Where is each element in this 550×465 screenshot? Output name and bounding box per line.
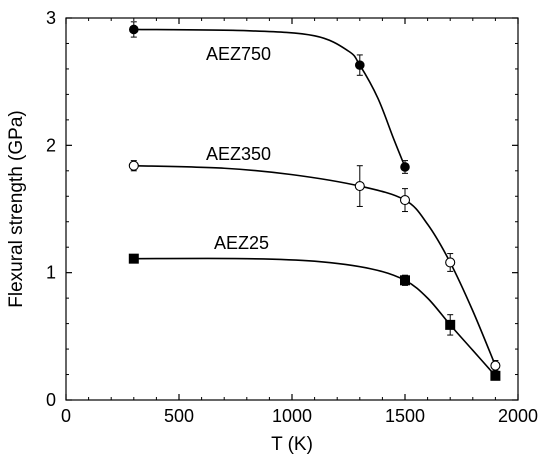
data-point-aez350 [445,257,456,268]
series-label-aez25: AEZ25 [214,233,269,253]
axis-ticks: 0 500 1000 1500 2000 0 1 2 3 [46,8,538,426]
x-tick-label: 1000 [272,406,312,426]
fit-curve-aez750 [133,28,406,168]
fit-curve-aez350 [133,164,497,366]
fit-curve-aez25 [133,257,496,377]
data-point-aez25 [445,319,456,330]
data-marks [128,21,501,381]
data-point-aez350 [128,160,139,171]
data-point-aez25 [490,370,501,381]
y-axis-title: Flexural strength (GPa) [6,110,27,307]
data-point-aez350 [399,195,411,206]
y-tick-label: 1 [46,263,56,283]
x-tick-label: 2000 [498,406,538,426]
series-curves [133,28,497,377]
y-tick-label: 2 [46,135,56,155]
x-tick-label: 0 [61,406,71,426]
data-point-aez25 [400,275,410,286]
data-point-aez750 [355,60,365,70]
series-label-aez750: AEZ750 [206,44,271,64]
data-point-aez750 [129,24,139,35]
series-label-aez350: AEZ350 [206,144,271,164]
y-tick-label: 0 [46,390,56,410]
plot-frame [65,17,519,401]
data-point-aez350 [354,181,365,192]
series-labels: AEZ750 AEZ350 AEZ25 [206,44,271,253]
data-point-aez750 [400,162,410,172]
x-tick-label: 500 [164,406,194,426]
data-point-aez25 [128,253,139,264]
x-axis-title: T (K) [271,434,313,455]
x-tick-label: 1500 [385,406,425,426]
y-tick-label: 3 [46,8,56,28]
data-point-aez350 [490,360,501,371]
